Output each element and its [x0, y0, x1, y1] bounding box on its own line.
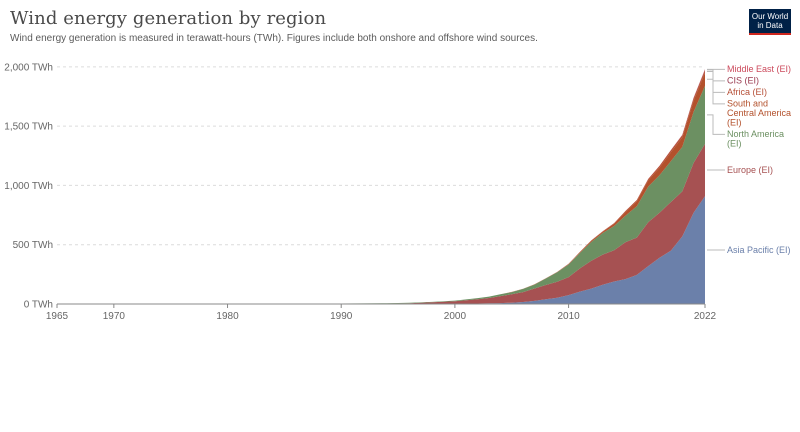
legend-label-line: Africa (EI) — [727, 87, 767, 97]
legend-label-line: (EI) — [727, 118, 742, 128]
x-tick-label: 1980 — [216, 311, 239, 322]
x-tick-label: 2010 — [557, 311, 580, 322]
legend-label: Africa (EI) — [727, 87, 767, 97]
legend-label-line: South and — [727, 99, 768, 109]
legend-label-line: Middle East (EI) — [727, 64, 791, 74]
y-tick-label: 0 TWh — [24, 300, 53, 311]
logo-line-1: Our World — [751, 12, 789, 21]
legend-label-line: Central America — [727, 108, 791, 118]
owid-logo[interactable]: Our World in Data — [749, 9, 791, 35]
gridlines — [57, 66, 705, 246]
area-asia-pacific-ei — [57, 196, 705, 304]
legend-label-line: (EI) — [727, 139, 742, 149]
x-axis: 1965 1970 1980 1990 2000 2010 2022 — [46, 303, 717, 322]
legend-label: CIS (EI) — [727, 76, 759, 86]
legend-label-line: North America — [727, 129, 784, 139]
chart-legend: Asia Pacific (EI) Europe (EI) North Americ… — [707, 64, 791, 255]
x-tick-label: 1990 — [330, 311, 353, 322]
area-europe-ei — [57, 143, 705, 304]
legend-label-line: Europe (EI) — [727, 165, 773, 175]
legend-connector — [707, 69, 725, 82]
legend-label-line: CIS (EI) — [727, 76, 759, 86]
logo-line-2: in Data — [757, 21, 783, 30]
y-tick-label: 1,000 TWh — [4, 181, 53, 192]
x-tick-label: 1970 — [103, 311, 126, 322]
legend-label: North America (EI) — [727, 129, 784, 149]
area-series — [57, 69, 705, 304]
legend-label: Middle East (EI) — [727, 64, 791, 74]
y-tick-label: 1,500 TWh — [4, 122, 53, 133]
legend-label-line: Asia Pacific (EI) — [727, 245, 791, 255]
x-tick-label: 1965 — [46, 311, 69, 322]
chart-subtitle: Wind energy generation is measured in te… — [10, 33, 538, 44]
legend-connector — [707, 114, 725, 135]
legend-label: South and Central America (EI) — [727, 99, 791, 128]
legend-connector — [707, 70, 725, 93]
chart-title: Wind energy generation by region — [10, 8, 327, 29]
y-tick-label: 500 TWh — [13, 240, 53, 251]
x-tick-label: 2000 — [444, 311, 467, 322]
y-axis: 0 TWh 500 TWh 1,000 TWh 1,500 TWh 2,000 TWh — [4, 62, 53, 310]
y-tick-label: 2,000 TWh — [4, 62, 53, 73]
legend-label: Asia Pacific (EI) — [727, 245, 791, 255]
legend-label: Europe (EI) — [727, 165, 773, 175]
x-tick-label: 2022 — [694, 311, 717, 322]
legend-connector — [707, 78, 725, 105]
